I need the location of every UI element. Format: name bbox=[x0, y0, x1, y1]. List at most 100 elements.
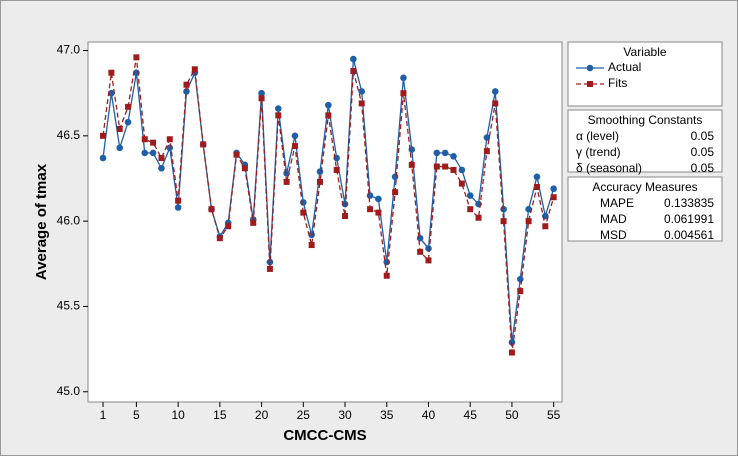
point bbox=[133, 54, 140, 61]
point bbox=[542, 223, 549, 230]
point bbox=[100, 132, 107, 139]
point bbox=[508, 349, 515, 356]
point bbox=[491, 88, 499, 95]
point bbox=[450, 153, 457, 160]
point bbox=[483, 148, 490, 155]
smoothing-label: α (level) bbox=[576, 129, 619, 143]
smoothing-value: 0.05 bbox=[691, 161, 715, 175]
point bbox=[550, 194, 557, 201]
point bbox=[291, 132, 299, 140]
x-tick-label: 1 bbox=[100, 408, 107, 422]
x-tick-label: 25 bbox=[297, 408, 311, 422]
point bbox=[333, 166, 340, 173]
point bbox=[158, 155, 165, 162]
point bbox=[350, 55, 357, 63]
x-tick-label: 15 bbox=[213, 408, 227, 422]
point bbox=[500, 205, 507, 213]
point bbox=[392, 189, 399, 196]
point bbox=[475, 214, 482, 221]
point bbox=[308, 242, 315, 249]
point bbox=[500, 218, 507, 225]
point bbox=[183, 81, 190, 88]
smoothing-box bbox=[567, 109, 723, 173]
smoothing-title: Smoothing Constants bbox=[588, 113, 703, 127]
point bbox=[125, 103, 132, 110]
point bbox=[492, 100, 499, 107]
legend-title: Variable bbox=[623, 45, 666, 59]
legend-box bbox=[567, 41, 723, 107]
legend-marker bbox=[586, 64, 594, 72]
x-tick-label: 10 bbox=[171, 408, 185, 422]
point bbox=[216, 235, 223, 242]
accuracy-label: MSD bbox=[600, 228, 627, 242]
plot-area bbox=[87, 41, 563, 403]
point bbox=[350, 68, 357, 75]
point bbox=[325, 101, 332, 109]
x-tick-label: 40 bbox=[422, 408, 436, 422]
accuracy-label: MAD bbox=[600, 212, 627, 226]
point bbox=[358, 88, 366, 95]
point bbox=[533, 184, 540, 191]
y-tick-label: 46.0 bbox=[57, 213, 81, 227]
point bbox=[99, 154, 107, 162]
point bbox=[250, 219, 257, 226]
point bbox=[458, 180, 465, 187]
point bbox=[383, 272, 390, 279]
point bbox=[274, 105, 282, 112]
smoothing-value: 0.05 bbox=[691, 145, 715, 159]
accuracy-label: MAPE bbox=[600, 196, 634, 210]
point bbox=[141, 149, 149, 157]
point bbox=[358, 100, 365, 107]
point bbox=[525, 205, 532, 213]
point bbox=[300, 209, 307, 216]
x-tick-label: 55 bbox=[547, 408, 561, 422]
point bbox=[241, 165, 248, 172]
point bbox=[533, 173, 541, 181]
point bbox=[433, 163, 440, 170]
point bbox=[416, 234, 424, 242]
smoothing-label: γ (trend) bbox=[576, 145, 621, 159]
legend-label: Actual bbox=[608, 60, 641, 74]
point bbox=[266, 265, 273, 272]
point bbox=[275, 112, 282, 119]
point bbox=[108, 69, 115, 76]
point bbox=[466, 192, 474, 199]
x-tick-label: 20 bbox=[255, 408, 269, 422]
point bbox=[175, 197, 182, 204]
point bbox=[141, 136, 148, 143]
point bbox=[516, 275, 524, 283]
accuracy-value: 0.133835 bbox=[664, 196, 714, 210]
point bbox=[258, 89, 265, 97]
x-tick-label: 30 bbox=[338, 408, 352, 422]
y-tick-label: 45.5 bbox=[57, 299, 81, 313]
smoothing-label: δ (seasonal) bbox=[576, 161, 642, 175]
point bbox=[550, 185, 557, 193]
point bbox=[450, 166, 457, 173]
accuracy-value: 0.061991 bbox=[664, 212, 714, 226]
point bbox=[316, 178, 323, 185]
accuracy-box bbox=[567, 176, 723, 242]
point bbox=[183, 88, 190, 95]
y-axis-label: Average of tmax bbox=[33, 163, 50, 280]
point bbox=[400, 74, 407, 82]
point bbox=[342, 213, 349, 220]
point bbox=[425, 257, 432, 264]
point bbox=[367, 206, 374, 213]
y-tick-label: 45.0 bbox=[57, 384, 81, 398]
x-tick-label: 5 bbox=[133, 408, 140, 422]
point bbox=[108, 89, 115, 97]
point bbox=[417, 248, 424, 255]
point bbox=[441, 149, 449, 157]
point bbox=[149, 149, 157, 157]
x-tick-label: 50 bbox=[505, 408, 519, 422]
point bbox=[375, 195, 382, 203]
point bbox=[116, 126, 123, 133]
x-tick-label: 35 bbox=[380, 408, 394, 422]
legend-marker bbox=[587, 81, 593, 87]
point bbox=[400, 90, 407, 97]
point bbox=[325, 112, 332, 119]
point bbox=[116, 144, 124, 152]
point bbox=[150, 139, 157, 146]
legend-label: Fits bbox=[608, 76, 627, 90]
point bbox=[442, 163, 449, 170]
